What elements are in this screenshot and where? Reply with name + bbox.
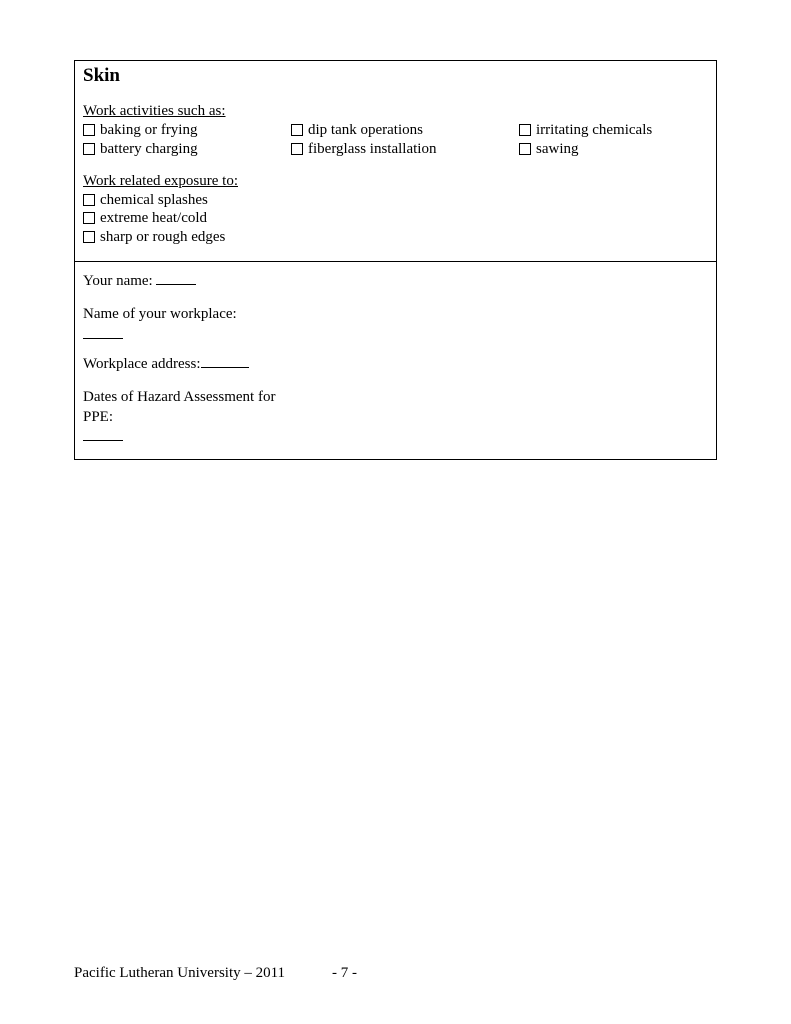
- work-activities-heading: Work activities such as:: [83, 103, 291, 120]
- footer-page-number: - 7 -: [332, 965, 357, 982]
- address-input-line[interactable]: [201, 353, 249, 368]
- checkbox-sawing[interactable]: [519, 143, 531, 155]
- checkbox-row: chemical splashes: [83, 191, 708, 210]
- checkbox-irritating-chemicals[interactable]: [519, 124, 531, 136]
- workplace-name-field: Name of your workplace:: [83, 305, 708, 339]
- checkbox-row: irritating chemicals: [519, 121, 708, 140]
- checkbox-label: fiberglass installation: [308, 140, 436, 159]
- checkbox-row: sharp or rough edges: [83, 228, 708, 247]
- checkbox-chemical-splashes[interactable]: [83, 194, 95, 206]
- checkbox-sharp-rough-edges[interactable]: [83, 231, 95, 243]
- checkbox-row: fiberglass installation: [291, 140, 519, 159]
- workplace-input-line[interactable]: [83, 327, 123, 339]
- checkbox-label: dip tank operations: [308, 121, 423, 140]
- name-input-line[interactable]: [156, 270, 196, 285]
- checkbox-label: sharp or rough edges: [100, 228, 225, 247]
- dates-field: Dates of Hazard Assessment for PPE:: [83, 388, 283, 441]
- field-label: Workplace address:: [83, 356, 201, 372]
- section-title: Skin: [83, 65, 708, 87]
- form-table: Skin Work activities such as: baking or …: [74, 60, 717, 460]
- checkbox-row: dip tank operations: [291, 121, 519, 140]
- checkbox-label: irritating chemicals: [536, 121, 652, 140]
- checkbox-dip-tank[interactable]: [291, 124, 303, 136]
- info-section: Your name: Name of your workplace: Workp…: [75, 262, 716, 460]
- dates-input-line[interactable]: [83, 429, 123, 441]
- checkbox-label: extreme heat/cold: [100, 209, 207, 228]
- checkbox-label: chemical splashes: [100, 191, 208, 210]
- checkbox-battery-charging[interactable]: [83, 143, 95, 155]
- workplace-address-field: Workplace address:: [83, 353, 708, 375]
- checkbox-label: baking or frying: [100, 121, 197, 140]
- checkbox-row: extreme heat/cold: [83, 209, 708, 228]
- field-label: Dates of Hazard Assessment for PPE:: [83, 389, 275, 425]
- checkbox-extreme-heat-cold[interactable]: [83, 212, 95, 224]
- checkbox-row: battery charging: [83, 140, 291, 159]
- checkbox-row: sawing: [519, 140, 708, 159]
- checkbox-fiberglass[interactable]: [291, 143, 303, 155]
- field-label: Your name:: [83, 273, 156, 289]
- page-footer: Pacific Lutheran University – 2011 - 7 -: [74, 965, 717, 982]
- checkbox-row: baking or frying: [83, 121, 291, 140]
- your-name-field: Your name:: [83, 270, 708, 292]
- skin-section: Skin Work activities such as: baking or …: [75, 61, 716, 262]
- checkbox-baking-frying[interactable]: [83, 124, 95, 136]
- field-label: Name of your workplace:: [83, 306, 237, 322]
- work-exposure-heading: Work related exposure to:: [83, 173, 708, 190]
- footer-org: Pacific Lutheran University – 2011: [74, 965, 285, 981]
- checkbox-label: battery charging: [100, 140, 198, 159]
- checkbox-label: sawing: [536, 140, 579, 159]
